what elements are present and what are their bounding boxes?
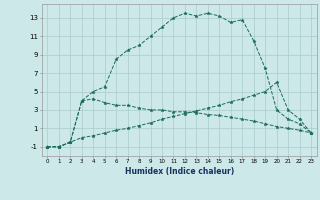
- X-axis label: Humidex (Indice chaleur): Humidex (Indice chaleur): [124, 167, 234, 176]
